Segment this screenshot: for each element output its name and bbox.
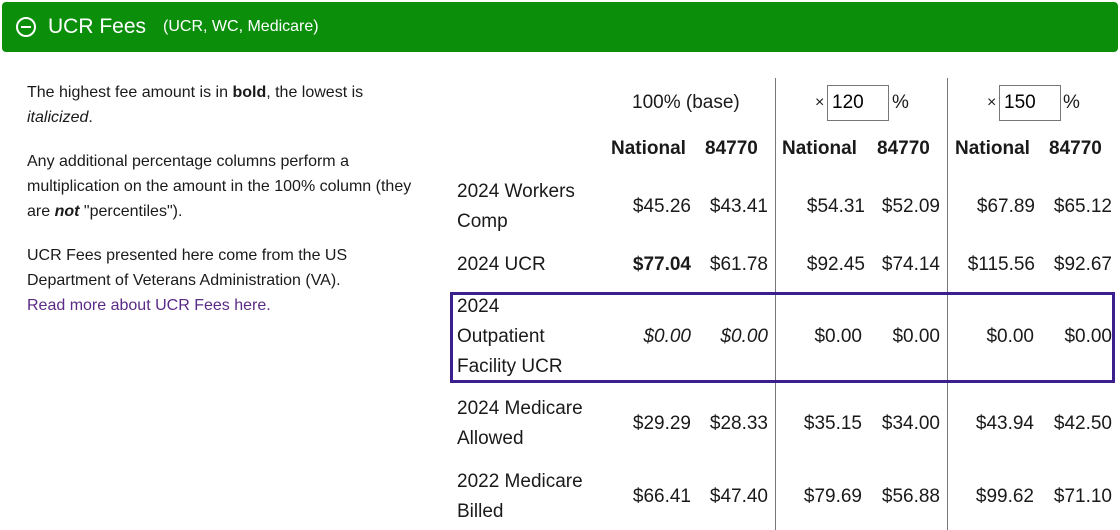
fee-value-lowest: $0.00 (720, 326, 768, 347)
fee-value: $43.41 (709, 196, 768, 217)
info-bold-italic-note: The highest fee amount is in bold, the l… (27, 84, 364, 126)
fee-value: $67.89 (976, 196, 1035, 217)
fee-value: $61.78 (709, 254, 768, 275)
fee-value: $43.94 (975, 413, 1034, 434)
section-title: UCR Fees (48, 15, 147, 38)
fee-value: $45.26 (632, 196, 691, 217)
multiply-icon: × (815, 94, 825, 111)
section-subtitle: (UCR, WC, Medicare) (163, 18, 319, 35)
fee-value: $29.29 (632, 413, 691, 434)
fee-value: $52.09 (881, 196, 940, 217)
fee-value: $0.00 (1064, 326, 1112, 347)
read-more-link[interactable]: Read more about UCR Fees here. (27, 297, 271, 314)
fee-value: $115.56 (967, 254, 1035, 275)
percentage-input-1[interactable] (827, 85, 889, 121)
fee-value: $28.33 (709, 413, 768, 434)
fee-value: $34.00 (881, 413, 940, 434)
collapse-icon[interactable] (16, 17, 36, 37)
column-divider (775, 78, 776, 530)
fee-value-lowest: $0.00 (643, 326, 691, 347)
fee-value: $92.67 (1053, 254, 1112, 275)
fee-value: $99.62 (975, 486, 1034, 507)
fee-value-highest: $77.04 (632, 254, 691, 275)
fee-value: $56.88 (881, 486, 940, 507)
column-divider (947, 78, 948, 530)
info-panel: The highest fee amount is in bold, the l… (27, 80, 412, 337)
section-header[interactable]: UCR Fees (UCR, WC, Medicare) (2, 2, 1118, 52)
zip-header: 84770 (705, 138, 758, 159)
base-column-header: 100% (base) (632, 92, 740, 113)
row-label: 2022 Medicare Billed (457, 471, 583, 522)
fee-value: $79.69 (803, 486, 862, 507)
zip-header: 84770 (877, 138, 930, 159)
fee-value: $0.00 (892, 326, 940, 347)
multiply-icon: × (987, 94, 997, 111)
fee-value: $0.00 (986, 326, 1034, 347)
row-label: 2024 Workers Comp (457, 181, 575, 232)
fee-value: $47.40 (709, 486, 768, 507)
national-header: National (611, 138, 686, 159)
fee-value: $35.15 (803, 413, 862, 434)
fee-value: $54.31 (806, 196, 865, 217)
percent-sign: % (1063, 92, 1080, 113)
selected-row-highlight (450, 292, 1115, 383)
fee-value: $42.50 (1053, 413, 1112, 434)
fee-value: $71.10 (1053, 486, 1112, 507)
fee-value: $0.00 (814, 326, 862, 347)
info-source-note: UCR Fees presented here come from the US… (27, 247, 348, 314)
fee-value: $74.14 (881, 254, 940, 275)
zip-header: 84770 (1049, 138, 1102, 159)
row-label: 2024 UCR (457, 254, 546, 275)
fee-value: $65.12 (1053, 196, 1112, 217)
national-header: National (955, 138, 1030, 159)
national-header: National (782, 138, 857, 159)
percentage-input-2[interactable] (999, 85, 1061, 121)
row-label: 2024 Outpatient Facility UCR (457, 296, 563, 377)
row-label: 2024 Medicare Allowed (457, 398, 583, 449)
fee-value: $92.45 (806, 254, 865, 275)
fee-value: $66.41 (632, 486, 691, 507)
info-percentage-note: Any additional percentage columns perfor… (27, 153, 412, 220)
percent-sign: % (892, 92, 909, 113)
